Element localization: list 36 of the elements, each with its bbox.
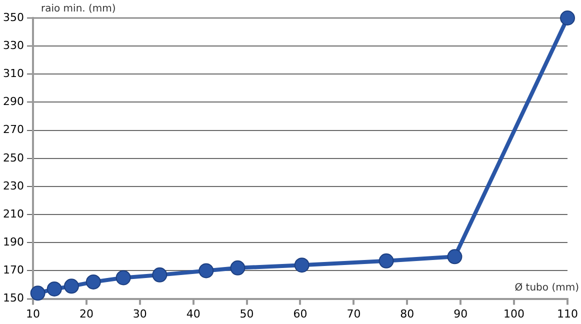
y-tick-label: 270 bbox=[2, 123, 24, 136]
y-tick-label: 310 bbox=[2, 67, 24, 80]
point bbox=[198, 263, 214, 278]
x-tick-label: 50 bbox=[240, 307, 254, 320]
y-axis-title: raio min. (mm) bbox=[40, 4, 116, 15]
x-tick-label: 70 bbox=[346, 307, 361, 320]
point bbox=[152, 267, 168, 282]
x-tick-label: 90 bbox=[454, 307, 468, 320]
y-tick-label: 250 bbox=[2, 151, 24, 164]
point bbox=[116, 270, 131, 286]
x-axis-title: Ø tubo (mm) bbox=[514, 282, 580, 294]
x-tick-label: 40 bbox=[186, 307, 200, 320]
y-tick-label: 290 bbox=[2, 95, 24, 108]
point bbox=[86, 274, 101, 290]
x-tick-label: 110 bbox=[557, 307, 578, 320]
y-tick-label: 170 bbox=[2, 264, 24, 277]
x-tick-label: 20 bbox=[79, 307, 94, 320]
point bbox=[560, 10, 575, 26]
point bbox=[230, 260, 246, 276]
y-tick-label: 230 bbox=[2, 179, 24, 192]
y-tick-label: 350 bbox=[2, 10, 24, 24]
point bbox=[447, 249, 462, 264]
y-tick-label: 210 bbox=[2, 207, 24, 220]
y-tick-label: 150 bbox=[2, 292, 24, 305]
point bbox=[46, 281, 62, 296]
x-tick-label: 30 bbox=[132, 307, 147, 320]
point bbox=[64, 278, 79, 294]
y-tick-label: 190 bbox=[2, 236, 24, 248]
y-tick-label: 330 bbox=[2, 38, 24, 52]
point bbox=[30, 286, 46, 301]
x-tick-label: 10 bbox=[26, 307, 40, 320]
x-tick-label: 60 bbox=[293, 307, 308, 320]
point bbox=[378, 253, 394, 268]
x-tick-label: 80 bbox=[400, 307, 414, 320]
x-tick-label: 100 bbox=[504, 307, 525, 320]
point bbox=[294, 258, 310, 273]
